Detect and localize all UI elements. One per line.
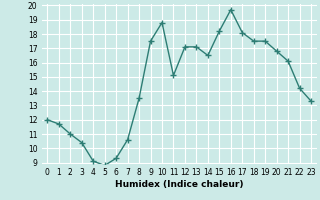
X-axis label: Humidex (Indice chaleur): Humidex (Indice chaleur) [115,180,244,189]
